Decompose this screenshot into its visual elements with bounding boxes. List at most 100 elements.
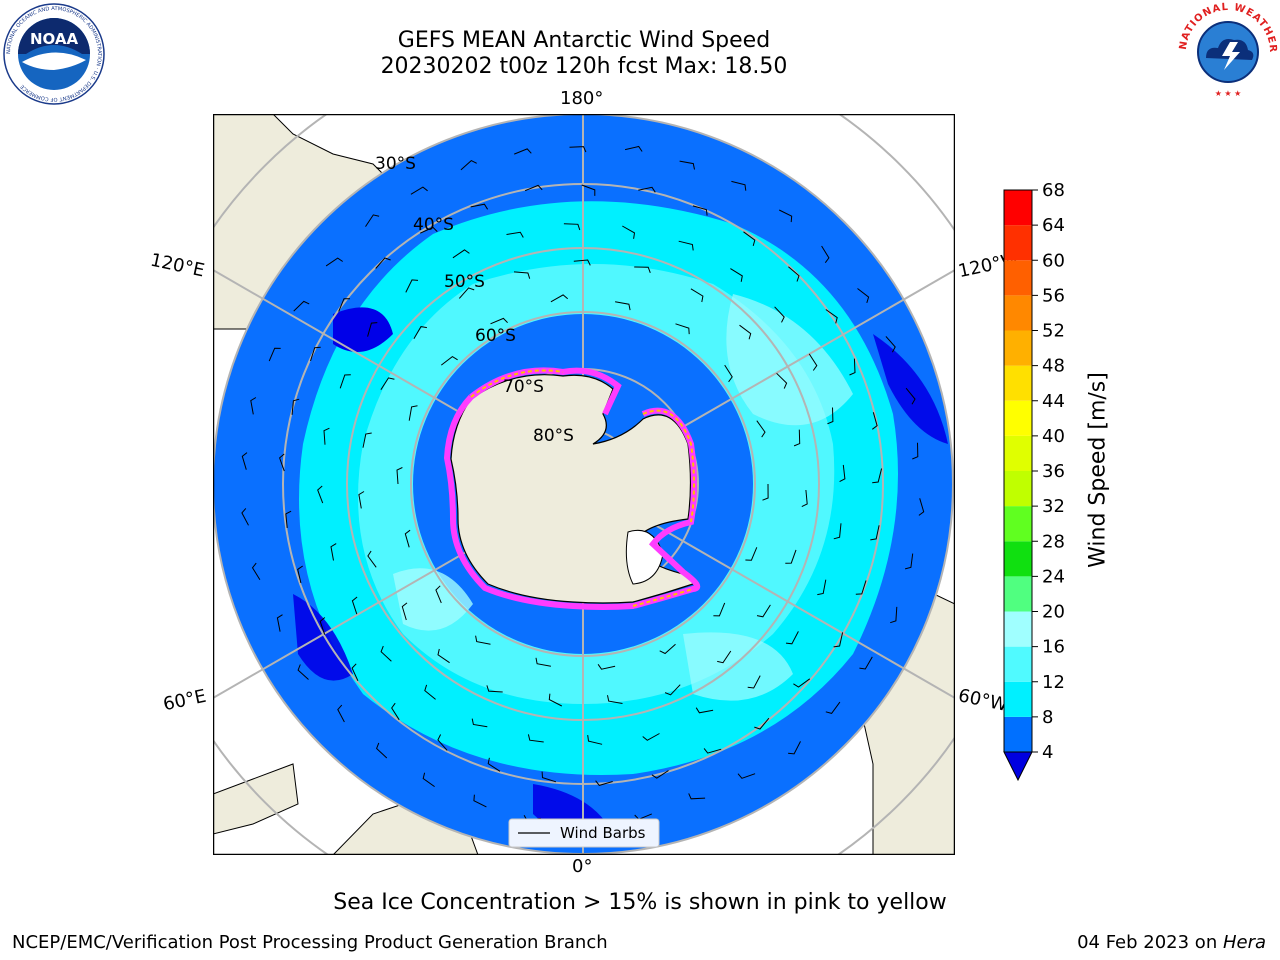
lon-label-60e: 60°E bbox=[161, 685, 208, 716]
wind-barb bbox=[607, 695, 623, 704]
wind-barb bbox=[310, 346, 321, 362]
sea-ice-note: Sea Ice Concentration > 15% is shown in … bbox=[333, 890, 947, 915]
wind-barb bbox=[405, 279, 419, 293]
latitude-labels: 30°S 40°S 50°S 60°S 70°S 80°S bbox=[375, 154, 574, 446]
wind-barb bbox=[678, 240, 694, 251]
wind-barb bbox=[487, 757, 501, 772]
wind-barb bbox=[317, 485, 324, 504]
wind-barb bbox=[731, 180, 747, 191]
lon-label-180: 180° bbox=[560, 88, 604, 109]
wind-barb bbox=[730, 268, 743, 282]
wind-barb bbox=[774, 306, 785, 323]
wind-barb bbox=[396, 467, 403, 485]
noaa-logo: NATIONAL OCEANIC AND ATMOSPHERIC ADMINIS… bbox=[3, 3, 105, 105]
wind-barb bbox=[401, 602, 408, 621]
colorbar-tick-label: 56 bbox=[1042, 285, 1065, 306]
colorbar-tick-label: 40 bbox=[1042, 426, 1065, 447]
wind-barb bbox=[367, 550, 377, 568]
colorbar-tick-label: 4 bbox=[1042, 742, 1053, 763]
wind-barb bbox=[527, 734, 544, 743]
colorbar-extend-min bbox=[1003, 751, 1033, 782]
wind-barb bbox=[362, 432, 372, 448]
wind-barb bbox=[651, 770, 669, 779]
wind-barb bbox=[470, 203, 489, 210]
colorbar-tick-label: 68 bbox=[1042, 180, 1065, 201]
wind-barb bbox=[535, 657, 551, 667]
wind-barb bbox=[762, 483, 769, 501]
wind-barb bbox=[905, 387, 916, 405]
colorbar-box bbox=[1004, 225, 1032, 261]
wind-barb bbox=[724, 364, 733, 383]
wind-barb bbox=[756, 604, 771, 618]
wind-barb bbox=[638, 186, 656, 193]
lat-label-80s: 80°S bbox=[533, 426, 574, 446]
wind-barb bbox=[473, 794, 487, 808]
wind-barb bbox=[380, 377, 395, 390]
wind-barb bbox=[486, 685, 503, 693]
wind-barb bbox=[788, 266, 800, 282]
colorbar-box bbox=[1004, 646, 1032, 682]
wind-barb bbox=[737, 773, 756, 779]
wind-barb bbox=[297, 565, 303, 584]
wind-barb bbox=[817, 579, 827, 596]
wind-barb bbox=[624, 145, 643, 152]
colorbar-tick-label: 28 bbox=[1042, 531, 1065, 552]
wind-barb bbox=[793, 678, 811, 688]
wind-barb bbox=[918, 498, 925, 516]
wind-barb bbox=[422, 772, 435, 788]
lat-label-50s: 50°S bbox=[444, 272, 485, 292]
wind-barb bbox=[754, 717, 770, 730]
wind-barb bbox=[452, 249, 470, 259]
wind-barb bbox=[506, 231, 524, 238]
colorbar-box bbox=[1004, 681, 1032, 717]
wind-barb bbox=[475, 635, 491, 645]
colorbar-tick-label: 48 bbox=[1042, 356, 1065, 377]
wind-barb bbox=[548, 693, 563, 707]
wind-barb bbox=[391, 702, 400, 721]
wind-barb bbox=[885, 336, 896, 353]
wind-barb bbox=[808, 353, 818, 371]
colorbar-box bbox=[1004, 541, 1032, 577]
wind-barb bbox=[785, 631, 799, 645]
wind-barb bbox=[745, 547, 758, 561]
wind-barb bbox=[833, 523, 842, 540]
wind-barb bbox=[550, 294, 569, 303]
wind-barb bbox=[276, 614, 283, 632]
wind-barb bbox=[912, 442, 919, 460]
wind-barb bbox=[833, 632, 844, 648]
wind-barb bbox=[323, 427, 330, 445]
wind-barb bbox=[293, 300, 310, 312]
lat-label-60s: 60°S bbox=[475, 326, 516, 346]
wind-barb bbox=[297, 664, 309, 680]
wind-barb bbox=[285, 510, 292, 528]
wind-barb bbox=[513, 271, 531, 279]
wind-barb bbox=[597, 664, 616, 670]
colorbar-tick-label: 20 bbox=[1042, 602, 1065, 623]
wind-barb bbox=[563, 223, 581, 231]
footer-producer: NCEP/EMC/Verification Post Processing Pr… bbox=[12, 932, 608, 953]
wind-barb bbox=[514, 148, 532, 155]
chart-title: GEFS MEAN Antarctic Wind Speed bbox=[397, 28, 771, 53]
wind-barb bbox=[849, 358, 856, 376]
wind-barb bbox=[437, 734, 448, 751]
wind-barb bbox=[890, 606, 898, 624]
wind-barb bbox=[351, 596, 358, 615]
wind-barb bbox=[695, 707, 714, 714]
wind-barb bbox=[524, 184, 543, 192]
chart-subtitle-run: 20230202 t00z 120h fcst Max: 18.50 bbox=[380, 54, 788, 79]
colorbar-boxes bbox=[1003, 189, 1033, 782]
colorbar-label: Wind Speed [m/s] bbox=[1085, 372, 1111, 568]
wind-barb bbox=[581, 184, 596, 196]
wind-barb bbox=[615, 301, 631, 311]
colorbar-box bbox=[1004, 365, 1032, 401]
wind-barb bbox=[410, 186, 428, 195]
wind-barbs-legend: Wind Barbs bbox=[508, 818, 660, 848]
colorbar-tick-label: 24 bbox=[1042, 566, 1065, 587]
wind-barb bbox=[688, 793, 706, 800]
wind-barb bbox=[839, 464, 846, 483]
wind-barb bbox=[339, 374, 351, 389]
wind-barb bbox=[404, 529, 411, 548]
wind-barb bbox=[365, 214, 380, 227]
wind-barb bbox=[679, 160, 695, 170]
